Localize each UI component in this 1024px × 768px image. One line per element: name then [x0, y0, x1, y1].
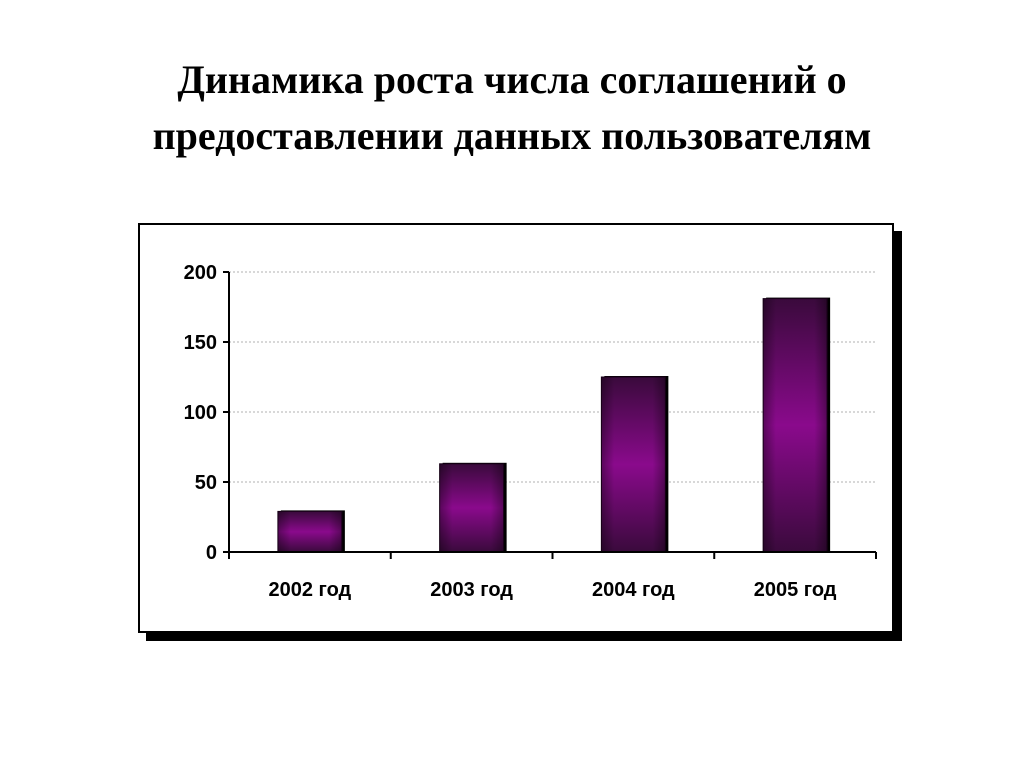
x-tick-label: 2005 год	[754, 579, 837, 601]
slide-title-line-2: предоставлении данных пользователям	[152, 113, 872, 158]
slide-title: Динамика роста числа соглашений о предос…	[0, 52, 1024, 164]
bar-shading	[277, 511, 342, 552]
x-tick-label: 2004 год	[592, 579, 675, 601]
chart-frame: 0 50 100 150 200 2002 год 2003 год 2004 год 2005…	[138, 223, 894, 633]
bar-shading	[439, 463, 504, 552]
x-tick-label: 2002 год	[268, 579, 351, 601]
y-tick-label: 200	[184, 262, 217, 284]
y-tick-label: 100	[184, 402, 217, 424]
bars	[277, 297, 831, 553]
y-tick-label: 0	[206, 542, 217, 564]
x-tick-label: 2003 год	[430, 579, 513, 601]
bar-shading	[763, 298, 828, 552]
slide-title-line-1: Динамика роста числа соглашений о	[177, 57, 847, 102]
axes	[223, 271, 877, 559]
bar-chart: 0 50 100 150 200 2002 год 2003 год 2004 год 2005…	[184, 262, 877, 601]
bar-shading	[601, 377, 666, 552]
y-tick-label: 150	[184, 332, 217, 354]
y-tick-label: 50	[195, 472, 217, 494]
tick-labels: 0 50 100 150 200 2002 год 2003 год 2004 год 2005…	[184, 262, 837, 601]
